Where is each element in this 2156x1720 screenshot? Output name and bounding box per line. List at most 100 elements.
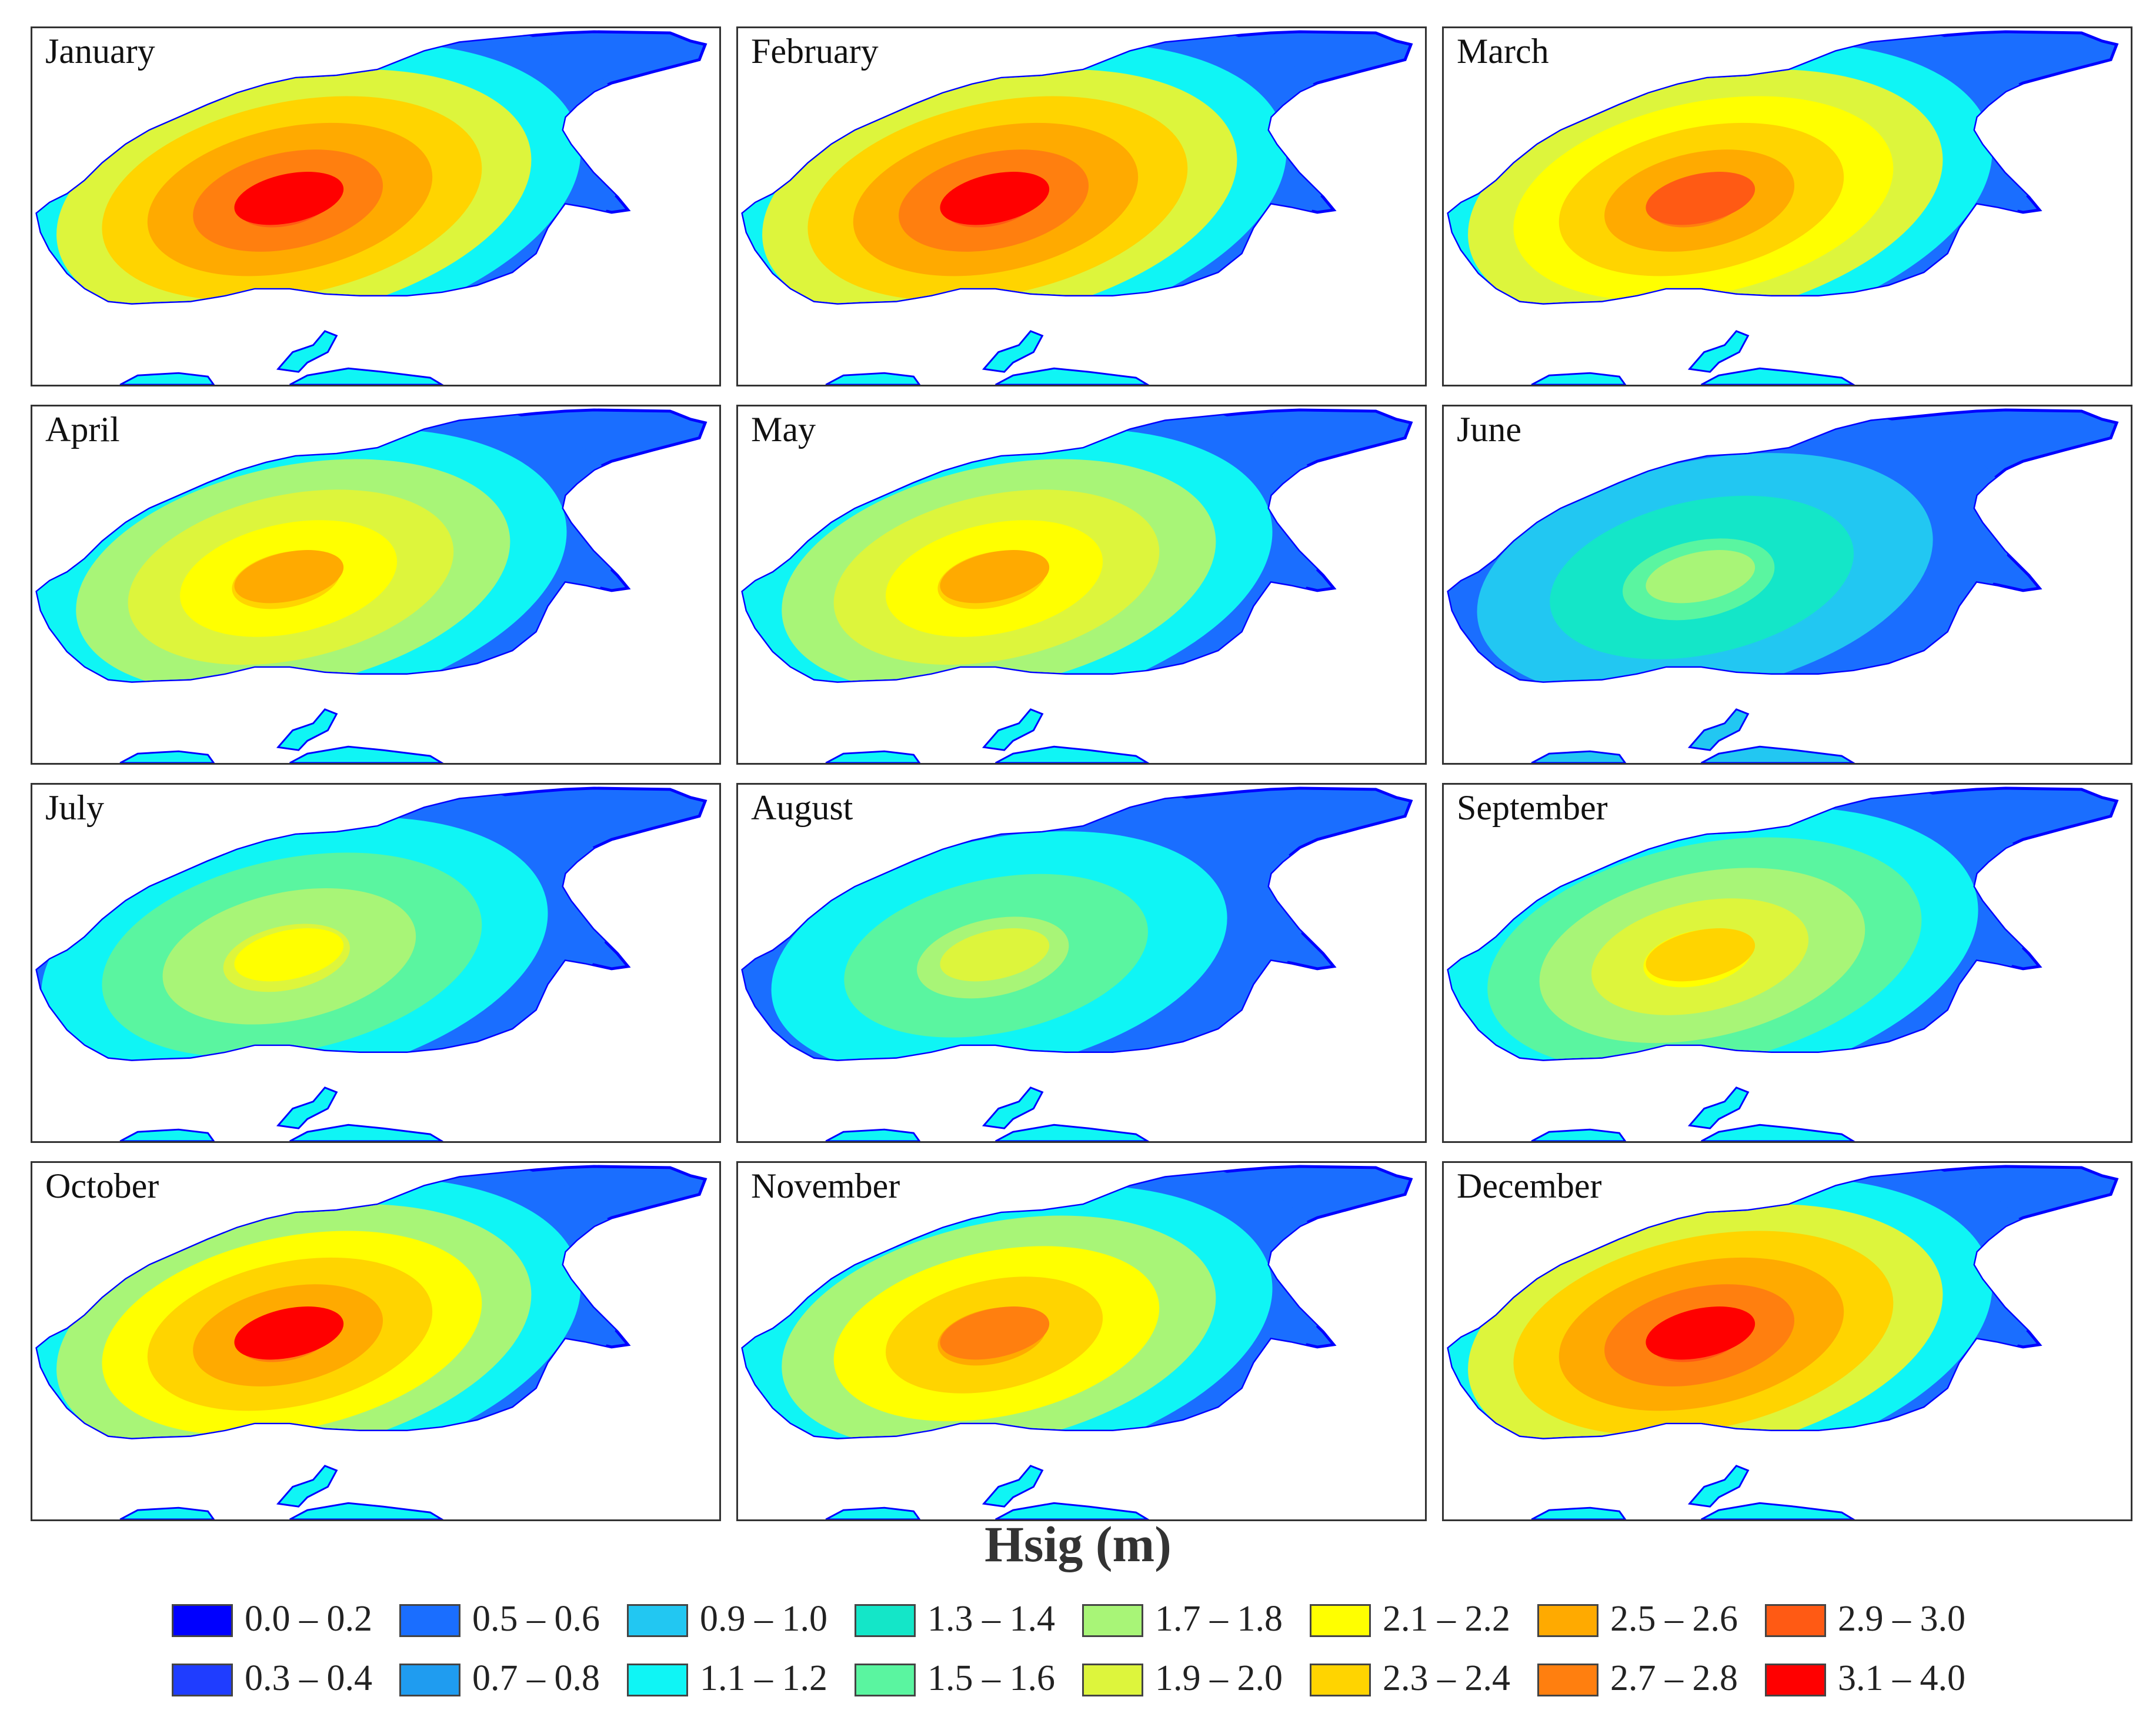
legend-swatch [1537, 1604, 1598, 1637]
southern-basin-edge [1687, 330, 1750, 373]
legend-label: 2.3 – 2.4 [1383, 1658, 1510, 1698]
southern-basin-edge [119, 372, 215, 385]
map-panel-december: December [1442, 1161, 2132, 1521]
legend-label: 0.3 – 0.4 [245, 1658, 372, 1698]
month-label: February [751, 32, 879, 71]
map-panel-august: August [736, 783, 1427, 1143]
southern-basin-edge [825, 372, 921, 385]
month-label: May [751, 410, 816, 449]
legend-swatch [1537, 1664, 1598, 1696]
southern-basin-edge [995, 1502, 1150, 1519]
month-label: November [751, 1166, 900, 1205]
legend-label: 1.9 – 2.0 [1155, 1658, 1283, 1698]
map-panel-october: October [31, 1161, 721, 1521]
month-label: August [751, 788, 853, 827]
map-panel-january: January [31, 26, 721, 386]
map-panel-march: March [1442, 26, 2132, 386]
map-panel-april: April [31, 405, 721, 765]
southern-basin-edge [289, 745, 444, 763]
legend-swatch [172, 1664, 233, 1696]
southern-basin-edge [276, 708, 338, 751]
legend-swatch [1765, 1664, 1826, 1696]
legend-swatch [172, 1604, 233, 1637]
southern-basin-edge [289, 367, 444, 385]
legend-label: 3.1 – 4.0 [1838, 1658, 1965, 1698]
legend-title: Hsig (m) [984, 1516, 1172, 1572]
southern-basin-edge [1687, 1086, 1750, 1129]
hsig-peak-area [940, 1306, 1050, 1360]
legend-swatch [627, 1664, 688, 1696]
hsig-peak-area [1646, 1306, 1755, 1360]
legend-label: 1.1 – 1.2 [700, 1658, 827, 1698]
southern-basin-edge [1531, 372, 1627, 385]
map-panel-february: February [736, 26, 1427, 386]
month-label: March [1457, 32, 1549, 71]
legend-swatch [1310, 1664, 1371, 1696]
legend-label: 1.7 – 1.8 [1155, 1599, 1283, 1639]
legend-swatch [855, 1664, 916, 1696]
month-label: April [45, 410, 120, 449]
map-panel-september: September [1442, 783, 2132, 1143]
southern-basin-edge [1701, 1502, 1855, 1519]
legend-label: 2.7 – 2.8 [1610, 1658, 1738, 1698]
wave-height-map [35, 1165, 707, 1519]
southern-basin-edge [276, 1465, 338, 1508]
southern-basin-edge [1687, 708, 1750, 751]
hsig-peak-area [940, 928, 1050, 982]
hsig-peak-area [940, 550, 1050, 604]
legend-swatch [627, 1604, 688, 1637]
southern-basin-edge [982, 1465, 1044, 1508]
legend-label: 1.5 – 1.6 [927, 1658, 1055, 1698]
legend-swatch [1082, 1664, 1143, 1696]
southern-basin-edge [995, 745, 1150, 763]
southern-basin-edge [825, 750, 921, 763]
southern-basin-edge [1701, 1124, 1855, 1141]
wave-height-map [741, 786, 1413, 1141]
wave-height-map [741, 1165, 1413, 1519]
legend-label: 2.5 – 2.6 [1610, 1599, 1738, 1639]
southern-basin-edge [1701, 367, 1855, 385]
hsig-peak-area [234, 1306, 344, 1360]
legend-label: 0.0 – 0.2 [245, 1599, 372, 1639]
southern-basin-edge [1531, 1128, 1627, 1141]
southern-basin-edge [289, 1124, 444, 1141]
wave-height-map [1447, 786, 2119, 1141]
southern-basin-edge [276, 1086, 338, 1129]
wave-height-map [35, 30, 707, 385]
legend-swatch [1310, 1604, 1371, 1637]
month-label: October [45, 1166, 159, 1205]
wave-height-map [741, 30, 1413, 385]
legend-label: 1.3 – 1.4 [927, 1599, 1055, 1639]
legend-swatch [399, 1664, 460, 1696]
southern-basin-edge [982, 708, 1044, 751]
map-panel-may: May [736, 405, 1427, 765]
hsig-peak-area [1646, 928, 1755, 982]
map-panel-july: July [31, 783, 721, 1143]
month-label: December [1457, 1166, 1602, 1205]
southern-basin-edge [1687, 1465, 1750, 1508]
southern-basin-edge [825, 1506, 921, 1519]
southern-basin-edge [119, 750, 215, 763]
legend-swatch [855, 1604, 916, 1637]
hsig-peak-area [1646, 172, 1755, 225]
hsig-peak-area [234, 928, 344, 982]
hsig-peak-area [234, 172, 344, 225]
legend-swatch [1765, 1604, 1826, 1637]
southern-basin-edge [289, 1502, 444, 1519]
wave-height-map [1447, 1165, 2119, 1519]
southern-basin-edge [1701, 745, 1855, 763]
month-label: January [45, 32, 155, 71]
wave-height-map [35, 786, 707, 1141]
wave-height-map [1447, 30, 2119, 385]
southern-basin-edge [995, 1124, 1150, 1141]
wave-height-map [1447, 408, 2119, 763]
map-panel-june: June [1442, 405, 2132, 765]
southern-basin-edge [119, 1506, 215, 1519]
map-panel-november: November [736, 1161, 1427, 1521]
southern-basin-edge [982, 1086, 1044, 1129]
southern-basin-edge [276, 330, 338, 373]
southern-basin-edge [1531, 1506, 1627, 1519]
southern-basin-edge [825, 1128, 921, 1141]
legend-swatch [399, 1604, 460, 1637]
